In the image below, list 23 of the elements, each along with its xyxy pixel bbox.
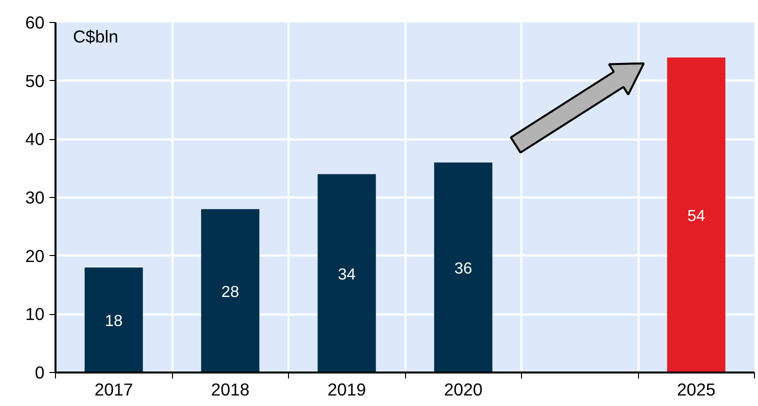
y-tick-label: 20 (25, 246, 45, 266)
x-tick-label: 2025 (676, 380, 716, 400)
x-tick-label: 2018 (210, 380, 250, 400)
bar (667, 58, 726, 372)
y-tick-label: 40 (25, 129, 45, 150)
y-tick-label: 30 (25, 188, 45, 208)
data-label: 54 (687, 208, 706, 225)
data-label: 18 (104, 313, 123, 330)
bar (434, 162, 492, 372)
y-tick-label: 60 (25, 12, 45, 32)
x-tick-label: 2020 (444, 380, 483, 400)
y-tick-label: 50 (25, 70, 45, 91)
y-axis-title: C$bln (72, 26, 118, 46)
data-label: 28 (221, 284, 240, 301)
bar (201, 209, 260, 372)
x-tick-label: 2019 (327, 380, 366, 400)
y-tick-label: 0 (34, 362, 45, 382)
x-tick-label: 2017 (94, 380, 134, 400)
y-tick-label: 10 (25, 304, 45, 324)
bar (84, 268, 143, 372)
data-label: 34 (338, 266, 356, 284)
bar (318, 174, 376, 372)
data-label: 36 (454, 260, 472, 278)
